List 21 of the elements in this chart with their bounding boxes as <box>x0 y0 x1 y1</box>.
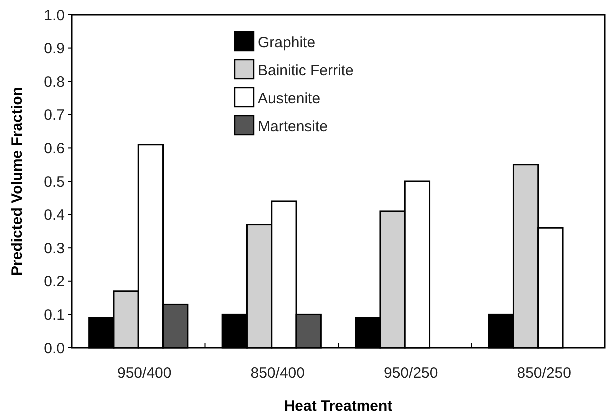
y-tick-label: 0.8 <box>44 74 65 91</box>
legend-label: Austenite <box>258 90 321 108</box>
y-tick-label: 0.4 <box>44 207 65 224</box>
y-tick-label: 0.3 <box>44 240 65 258</box>
y-tick-label: 0.2 <box>44 274 65 291</box>
legend-label: Martensite <box>258 118 328 136</box>
x-tick-label: 950/400 <box>118 365 172 382</box>
y-tick-label: 0.1 <box>44 306 65 324</box>
legend-label: Bainitic Ferrite <box>258 62 354 80</box>
x-axis-title: Heat Treatment <box>284 398 393 415</box>
y-axis-title: Predicted Volume Fraction <box>9 87 26 276</box>
y-tick-label: 0.6 <box>44 140 65 158</box>
y-tick-label: 0.7 <box>44 107 65 124</box>
y-tick-label: 0.0 <box>44 340 65 358</box>
legend-label: Graphite <box>258 34 316 52</box>
y-tick-label: 0.9 <box>44 40 65 58</box>
y-tick-label: 0.5 <box>44 174 65 191</box>
x-tick-label: 850/250 <box>517 365 572 382</box>
x-tick-label: 850/400 <box>250 365 305 382</box>
x-tick-label: 950/250 <box>384 365 438 382</box>
y-tick-label: 1.0 <box>44 7 65 24</box>
